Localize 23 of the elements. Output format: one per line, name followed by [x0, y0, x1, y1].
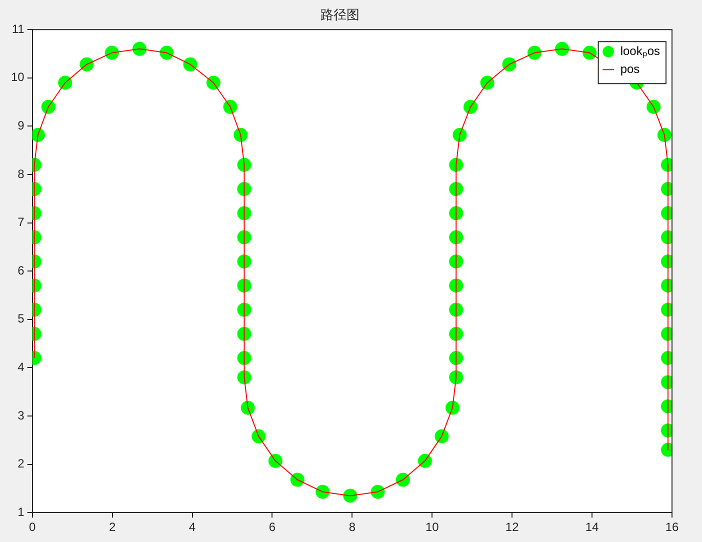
legend-label: lookₚos: [620, 44, 660, 58]
y-tick-label: 8: [18, 166, 25, 181]
x-tick-label: 0: [29, 520, 36, 534]
y-tick-label: 10: [10, 70, 25, 84]
y-tick-label: 2: [18, 456, 25, 471]
x-tick-label: 12: [505, 520, 520, 534]
x-tick-label: 10: [425, 520, 440, 534]
x-tick-label: 2: [108, 520, 116, 534]
y-tick-label: 9: [18, 118, 25, 133]
y-tick-label: 4: [18, 360, 25, 374]
x-tick-label: 14: [585, 520, 600, 534]
y-tick-label: 5: [18, 312, 25, 326]
y-tick-label: 1: [18, 504, 25, 519]
legend-label: pos: [620, 62, 640, 76]
y-tick-label: 11: [12, 22, 25, 36]
x-tick-label: 8: [348, 520, 356, 534]
y-tick-label: 6: [18, 263, 25, 278]
y-tick-label: 3: [18, 408, 25, 422]
x-tick-label: 16: [665, 520, 679, 534]
y-tick-label: 7: [18, 215, 25, 230]
x-tick-label: 6: [268, 520, 276, 534]
x-tick-label: 4: [188, 520, 196, 534]
chart-title: 路径图: [320, 8, 360, 24]
